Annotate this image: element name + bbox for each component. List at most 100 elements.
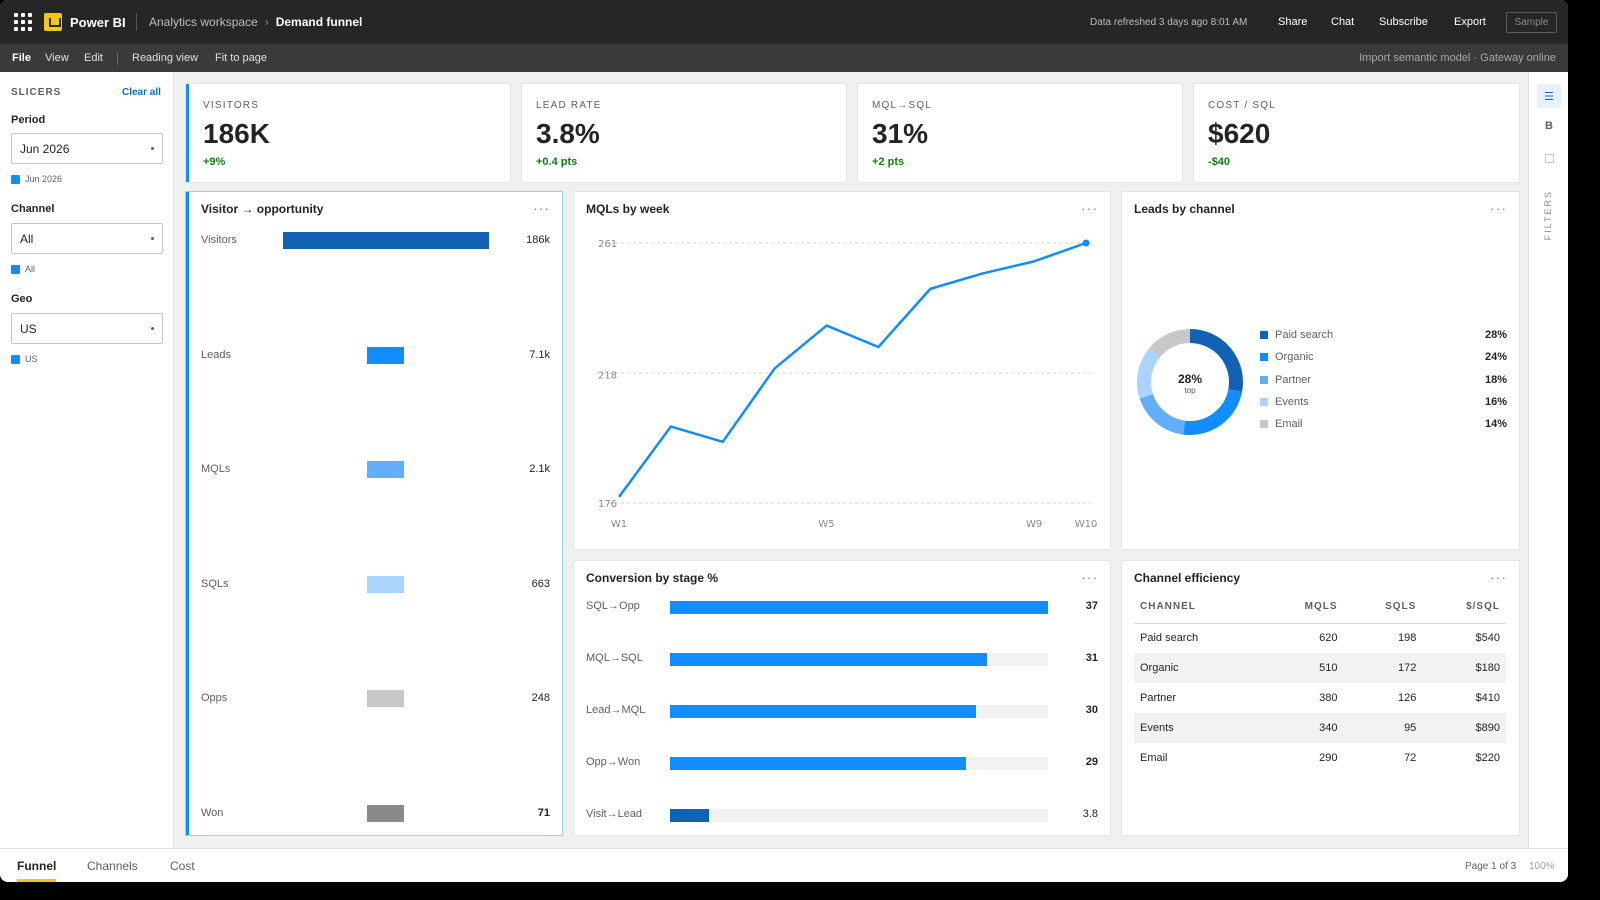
more-options-icon[interactable]: ··· — [1490, 569, 1507, 585]
line-chart-visual[interactable]: MQLs by week ··· 176 218 261 W1 W5 W9 W10 — [574, 192, 1110, 549]
funnel-visual[interactable]: Visitor → opportunity ··· Visitors 186k Le… — [186, 192, 562, 835]
legend-item[interactable]: Events — [1260, 396, 1309, 408]
conversion-visual[interactable]: Conversion by stage % ··· SQL→Opp 37 MQL→S… — [574, 561, 1110, 835]
geo-dropdown[interactable]: US — [11, 313, 163, 344]
funnel-value: 2.1k — [529, 463, 550, 476]
legend-item[interactable]: Organic — [1260, 351, 1314, 363]
table-cell: 380 — [1319, 692, 1338, 704]
donut-slice[interactable] — [1139, 393, 1186, 435]
breadcrumb-workspace[interactable]: Analytics workspace — [149, 15, 258, 29]
legend-item[interactable]: Partner — [1260, 374, 1311, 386]
stage-label: Opp→Won — [586, 756, 641, 768]
stage-bar-track — [670, 653, 1048, 666]
more-options-icon[interactable]: ··· — [1081, 569, 1098, 585]
funnel-value: 7.1k — [529, 348, 550, 361]
funnel-bar[interactable] — [367, 805, 404, 822]
clear-all-button[interactable]: Clear all — [122, 87, 161, 98]
filters-pane-toggle[interactable]: FILTERS — [1543, 190, 1553, 241]
channel-chip[interactable]: All — [11, 264, 35, 274]
legend-swatch-icon — [1260, 397, 1268, 406]
geo-chip-label: US — [25, 354, 38, 364]
legend-label: Email — [1275, 418, 1303, 431]
slicer-period-label: Period — [11, 114, 46, 126]
chevron-down-icon — [151, 327, 154, 330]
stage-bar[interactable] — [670, 653, 987, 666]
table-row[interactable]: Organic 510 172 $180 — [1134, 653, 1506, 683]
menu-edit[interactable]: Edit — [84, 52, 103, 64]
pages-icon[interactable]: ☰ — [1537, 84, 1561, 108]
table-row[interactable]: Email 290 72 $220 — [1134, 743, 1506, 773]
subscribe-button[interactable]: Subscribe — [1379, 16, 1428, 28]
data-point[interactable] — [1082, 239, 1090, 247]
app-name[interactable]: Power BI — [70, 14, 126, 30]
column-header[interactable]: MQLS — [1261, 591, 1344, 624]
funnel-bar[interactable] — [283, 232, 489, 249]
more-options-icon[interactable]: ··· — [1490, 200, 1507, 216]
stage-bar[interactable] — [670, 601, 1048, 614]
stage-bar[interactable] — [670, 705, 977, 718]
column-header[interactable]: CHANNEL — [1134, 591, 1262, 624]
tab-funnel[interactable]: Funnel — [17, 849, 57, 882]
funnel-bar[interactable] — [367, 461, 404, 479]
legend-item[interactable]: Email — [1260, 418, 1303, 430]
channel-dropdown[interactable]: All — [11, 223, 163, 254]
funnel-value: 663 — [531, 577, 550, 590]
share-button[interactable]: Share — [1278, 16, 1308, 28]
visual-icon[interactable] — [1537, 146, 1561, 170]
divider — [136, 13, 137, 31]
period-value: Jun 2026 — [20, 141, 70, 156]
series-line[interactable] — [617, 241, 1087, 498]
stage-bar[interactable] — [670, 757, 967, 770]
column-header[interactable]: $/SQL — [1422, 591, 1506, 624]
table-row[interactable]: Events 340 95 $890 — [1134, 713, 1506, 743]
funnel-bar[interactable] — [367, 346, 404, 364]
menu-file[interactable]: File — [12, 52, 31, 64]
export-button[interactable]: Export — [1454, 16, 1486, 28]
table-row[interactable]: Partner 380 126 $410 — [1134, 683, 1506, 713]
legend-label: Partner — [1275, 373, 1312, 386]
tab-cost[interactable]: Cost — [170, 858, 195, 873]
tab-channels[interactable]: Channels — [87, 858, 138, 873]
more-options-icon[interactable]: ··· — [1081, 200, 1098, 216]
stage-value: 30 — [1085, 704, 1098, 716]
period-dropdown[interactable]: Jun 2026 — [11, 133, 163, 164]
kpi-card-mql-sql[interactable]: MQL→SQL 31% +2 pts — [858, 84, 1182, 182]
model-status: Import semantic model · Gateway online — [1359, 52, 1556, 64]
donut-center-label: top — [1184, 386, 1196, 395]
sample-button[interactable]: Sample — [1506, 12, 1557, 33]
menu-view[interactable]: View — [45, 52, 69, 64]
column-header[interactable]: SQLS — [1343, 591, 1423, 624]
stage-bar[interactable] — [670, 809, 709, 822]
table-row[interactable]: Paid search 620 198 $540 — [1134, 623, 1506, 653]
bookmark-icon[interactable]: B — [1545, 120, 1553, 132]
table-cell: Events — [1134, 713, 1262, 743]
app-launcher-icon[interactable] — [14, 0, 32, 44]
more-options-icon[interactable]: ··· — [533, 200, 550, 216]
period-chip[interactable]: Jun 2026 — [11, 174, 62, 184]
kpi-card-visitors[interactable]: VISITORS 186K +9% — [186, 84, 510, 182]
table-cell: 126 — [1397, 692, 1417, 704]
funnel-bar[interactable] — [367, 690, 404, 708]
legend-swatch-icon — [1260, 353, 1268, 362]
donut-slice[interactable] — [1183, 388, 1243, 435]
efficiency-table-visual[interactable]: Channel efficiency ··· CHANNEL MQLS SQLS $/… — [1122, 561, 1519, 835]
donut-slice[interactable] — [1189, 329, 1243, 392]
fit-to-page-button[interactable]: Fit to page — [215, 52, 267, 64]
donut-slice[interactable] — [1149, 329, 1191, 358]
breadcrumb-report[interactable]: Demand funnel — [275, 15, 363, 29]
slicer-pane: SLICERS Clear all Period Jun 2026 Jun 20… — [0, 72, 174, 848]
kpi-card-lead-rate[interactable]: LEAD RATE 3.8% +0.4 pts — [522, 84, 846, 182]
legend-item[interactable]: Paid search — [1260, 329, 1333, 341]
zoom-level[interactable]: 100% — [1529, 861, 1555, 872]
funnel-bar[interactable] — [367, 575, 404, 593]
funnel-label: SQLs — [201, 577, 229, 590]
donut-visual[interactable]: Leads by channel ··· 28% top Paid search… — [1122, 192, 1519, 549]
stage-label: Visit→Lead — [586, 808, 643, 820]
reading-view-button[interactable]: Reading view — [132, 52, 199, 64]
kpi-label: MQL→SQL — [872, 100, 933, 111]
x-tick-label: W9 — [1026, 519, 1042, 530]
chat-button[interactable]: Chat — [1331, 16, 1355, 28]
donut-slice[interactable] — [1137, 348, 1161, 399]
geo-chip[interactable]: US — [11, 354, 38, 364]
kpi-card-cost-per-sql[interactable]: COST / SQL $620 -$40 — [1194, 84, 1519, 182]
